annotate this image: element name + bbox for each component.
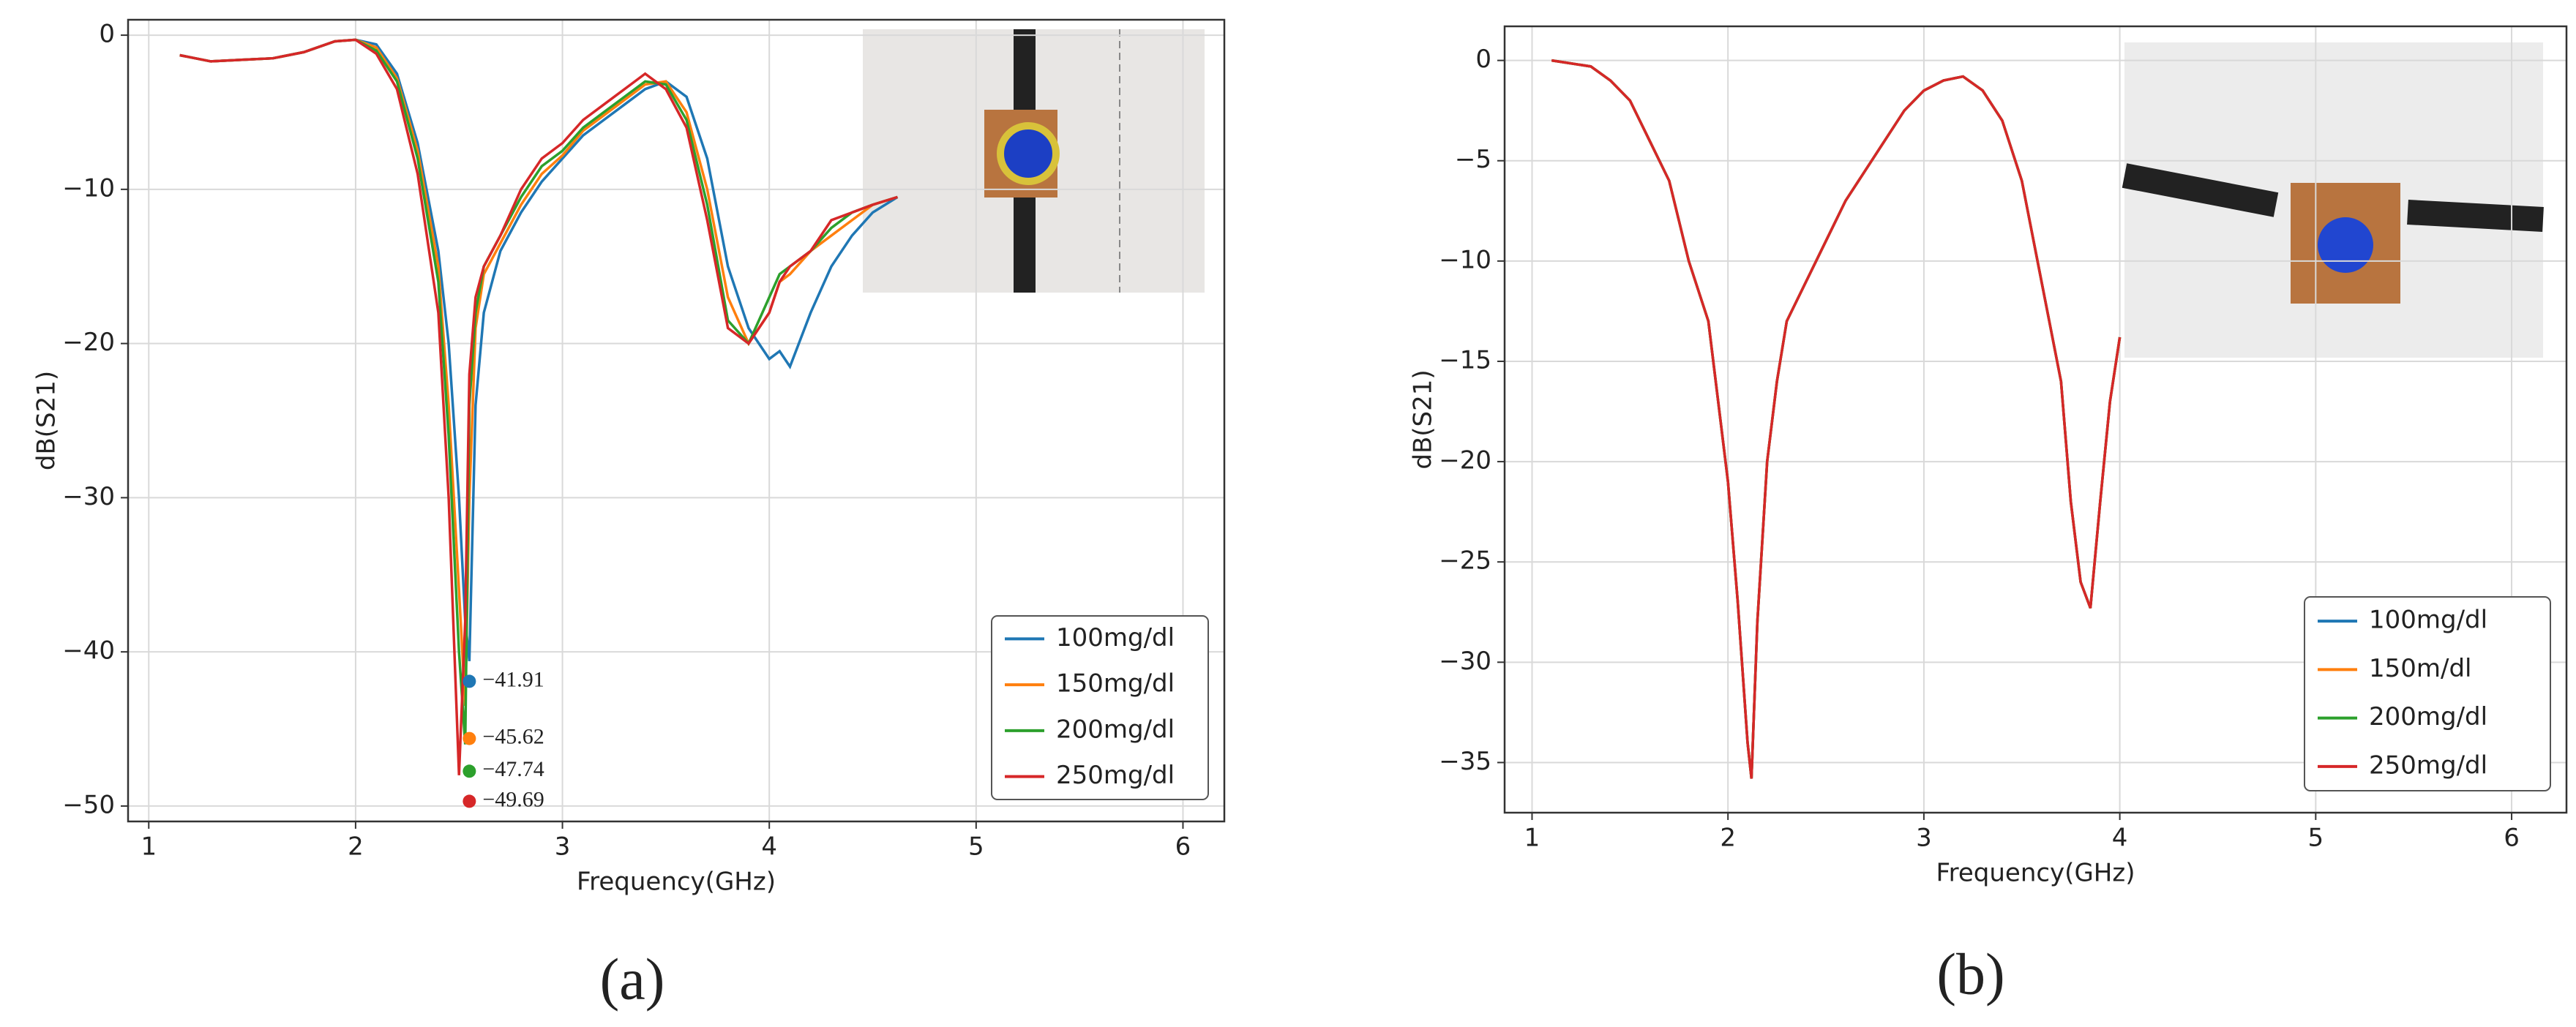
y-axis-label: dB(S21) xyxy=(1409,369,1438,469)
marker-point xyxy=(463,764,476,778)
y-tick-label: −35 xyxy=(1439,747,1491,776)
legend-label: 100mg/dl xyxy=(2369,606,2487,635)
y-tick-label: −30 xyxy=(1439,647,1491,676)
x-tick-label: 5 xyxy=(2308,824,2324,853)
panel-label: (a) xyxy=(600,947,665,1012)
series-line xyxy=(179,38,898,707)
legend-label: 200mg/dl xyxy=(1056,715,1175,744)
x-tick-label: 3 xyxy=(1916,824,1932,853)
legend-label: 150m/dl xyxy=(2369,654,2472,683)
panel-label: (b) xyxy=(1936,942,2004,1007)
series-line xyxy=(179,38,898,745)
marker-point xyxy=(463,794,476,808)
y-tick-label: −40 xyxy=(62,636,115,666)
series-line xyxy=(1551,59,2122,779)
legend-label: 100mg/dl xyxy=(1056,623,1175,652)
y-tick-label: −30 xyxy=(62,482,115,511)
series-line xyxy=(179,38,899,661)
y-tick-label: 0 xyxy=(1475,45,1491,74)
legend-label: 250mg/dl xyxy=(1056,761,1175,790)
x-tick-label: 1 xyxy=(141,832,157,862)
x-tick-label: 6 xyxy=(1175,832,1191,862)
x-tick-label: 6 xyxy=(2504,824,2520,853)
x-tick-label: 2 xyxy=(348,832,364,862)
legend-box xyxy=(2304,596,2551,791)
marker-point xyxy=(463,674,476,688)
x-tick-label: 1 xyxy=(1524,824,1540,853)
legend-label: 200mg/dl xyxy=(2369,702,2487,731)
series-line xyxy=(1551,59,2122,779)
y-tick-label: −20 xyxy=(1439,446,1491,475)
marker-label: −49.69 xyxy=(482,787,544,811)
y-tick-label: −10 xyxy=(62,173,115,203)
y-tick-label: 0 xyxy=(99,20,115,49)
y-tick-label: −10 xyxy=(1439,245,1491,274)
x-axis-label: Frequency(GHz) xyxy=(577,868,776,897)
plot-frame xyxy=(127,18,1226,823)
legend-label: 250mg/dl xyxy=(2369,750,2487,780)
marker-label: −41.91 xyxy=(482,667,544,691)
x-tick-label: 4 xyxy=(2112,824,2128,853)
series-line xyxy=(179,38,898,775)
photo-inset-b xyxy=(2122,42,2544,358)
y-tick-label: −5 xyxy=(1455,145,1491,174)
photo-inset-a xyxy=(863,29,1205,293)
y-tick-label: −50 xyxy=(62,790,115,819)
y-axis-label: dB(S21) xyxy=(32,371,61,470)
marker-label: −45.62 xyxy=(482,724,544,748)
x-tick-label: 2 xyxy=(1720,824,1736,853)
legend-box xyxy=(991,615,1209,800)
y-tick-label: −20 xyxy=(62,328,115,357)
x-tick-label: 5 xyxy=(968,832,984,862)
x-tick-label: 3 xyxy=(555,832,571,862)
y-tick-label: −15 xyxy=(1439,345,1491,375)
x-axis-label: Frequency(GHz) xyxy=(1936,859,2135,888)
series-line xyxy=(1551,59,2122,779)
marker-label: −47.74 xyxy=(482,757,544,781)
plot-frame xyxy=(1503,25,2568,814)
series-line xyxy=(1551,59,2122,779)
marker-point xyxy=(463,731,476,745)
y-tick-label: −25 xyxy=(1439,546,1491,576)
legend-label: 150mg/dl xyxy=(1056,669,1175,699)
x-tick-label: 4 xyxy=(761,832,777,862)
